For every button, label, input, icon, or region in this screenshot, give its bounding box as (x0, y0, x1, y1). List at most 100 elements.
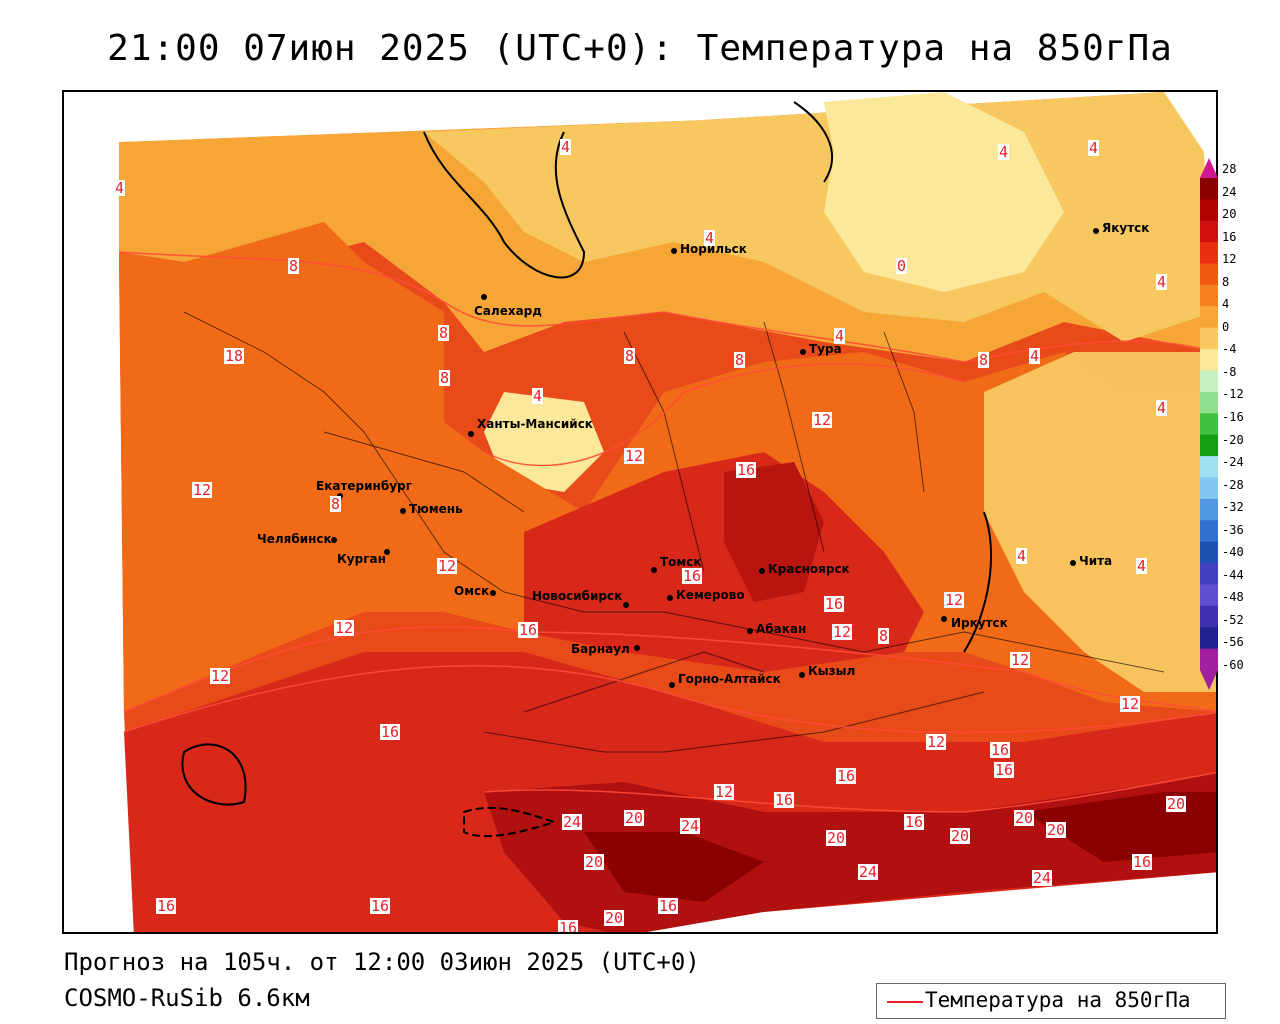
colorbar-swatch (1200, 391, 1218, 414)
isoline-label: 16 (370, 897, 391, 915)
city-dot-gorno-altaysk (669, 682, 675, 688)
colorbar-tick-label: -56 (1222, 635, 1244, 650)
isoline-label: 12 (334, 619, 355, 637)
isoline-label: 8 (288, 257, 300, 275)
colorbar-tick-label: 8 (1222, 274, 1230, 289)
city-label-chita: Чита (1079, 554, 1113, 568)
isoline-label: 20 (1166, 795, 1187, 813)
isoline-label: 4 (532, 387, 544, 405)
isoline-label: 24 (1032, 869, 1053, 887)
city-dot-kemerovo (667, 595, 673, 601)
colorbar-tick-label: 4 (1222, 297, 1230, 312)
isoline-label: 16 (156, 897, 177, 915)
colorbar-swatch (1200, 520, 1218, 543)
colorbar-tick-label: -16 (1222, 410, 1244, 424)
legend: Температура на 850гПа (876, 983, 1226, 1019)
colorbar-swatch (1200, 263, 1218, 286)
isoline-label: 4 (704, 229, 716, 247)
city-dot-chita (1070, 560, 1076, 566)
colorbar-tick-label: 28 (1222, 162, 1237, 176)
city-label-yakutsk: Якутск (1102, 221, 1150, 235)
isoline-label: 12 (192, 481, 213, 499)
isoline-label: 20 (584, 853, 605, 871)
isoline-label: 24 (562, 813, 583, 831)
isoline-label: 12 (944, 591, 965, 609)
city-label-irkutsk: Иркутск (951, 616, 1008, 630)
isoline-label: 16 (1132, 853, 1153, 871)
colorbar-tick-label: 24 (1222, 184, 1237, 199)
city-label-abakan: Абакан (756, 622, 807, 636)
isoline-label: 8 (330, 495, 342, 513)
isoline-label: 8 (734, 351, 746, 369)
colorbar (1200, 158, 1218, 690)
isoline-label: 16 (990, 741, 1011, 759)
isoline-label: 20 (826, 829, 847, 847)
city-label-chelyabinsk: Челябинск (257, 532, 332, 546)
isoline-label: 8 (439, 369, 451, 387)
colorbar-swatch (1200, 498, 1218, 521)
city-label-tura: Тура (809, 342, 842, 356)
colorbar-swatch (1200, 563, 1218, 585)
colorbar-swatch (1200, 456, 1218, 478)
isoline-label: 4 (1029, 347, 1041, 365)
isoline-label: 16 (824, 595, 845, 613)
colorbar-swatch (1200, 434, 1218, 457)
isoline-label: 12 (926, 733, 947, 751)
isoline-label: 4 (834, 327, 846, 345)
colorbar-swatch (1200, 306, 1218, 329)
isoline-label: 20 (1046, 821, 1067, 839)
isoline-label: 18 (224, 347, 245, 365)
city-dot-krasnoyarsk (759, 568, 765, 574)
colorbar-swatch (1200, 199, 1218, 222)
city-label-norilsk: Норильск (680, 242, 747, 256)
city-label-kemerovo: Кемерово (676, 588, 745, 602)
isoline-label: 12 (832, 623, 853, 641)
colorbar-tick-label: -40 (1222, 545, 1244, 560)
city-label-tomsk: Томск (660, 555, 702, 569)
city-label-khanty: Ханты-Мансийск (477, 417, 593, 431)
colorbar-swatch (1200, 541, 1218, 564)
colorbar-swatch (1200, 648, 1218, 671)
colorbar-swatch (1200, 220, 1218, 243)
colorbar-tick-label: 12 (1222, 252, 1237, 267)
isoline-label: 12 (437, 557, 458, 575)
city-label-ekaterinburg: Екатеринбург (316, 479, 412, 493)
temperature-map (64, 92, 1216, 932)
isoline-label: 0 (896, 257, 908, 275)
isoline-label: 12 (210, 667, 231, 685)
city-dot-omsk (490, 590, 496, 596)
isoline-label: 4 (998, 143, 1010, 161)
colorbar-swatch (1200, 349, 1218, 372)
isoline-label: 16 (836, 767, 857, 785)
city-dot-norilsk (671, 248, 677, 254)
isoline-label: 8 (624, 347, 636, 365)
colorbar-swatch (1200, 605, 1218, 628)
map-frame: Норильск Якутск Салехард Тура Ханты-Манс… (62, 90, 1218, 934)
city-dot-tyumen (400, 508, 406, 514)
legend-label: Температура на 850гПа (925, 988, 1191, 1012)
isoline-label: 16 (774, 791, 795, 809)
city-dot-yakutsk (1093, 228, 1099, 234)
isoline-label: 12 (1010, 651, 1031, 669)
city-dot-barnaul (634, 645, 640, 651)
colorbar-swatch (1200, 477, 1218, 500)
isoline-label: 20 (624, 809, 645, 827)
model-name: COSMO-RuSib 6.6км (64, 984, 310, 1012)
colorbar-tick-label: -12 (1222, 387, 1244, 402)
city-dot-tura (800, 349, 806, 355)
city-label-tyumen: Тюмень (409, 502, 463, 516)
colorbar-swatch (1200, 370, 1218, 393)
isoline-label: 16 (736, 461, 757, 479)
city-label-gorno-altaysk: Горно-Алтайск (678, 672, 781, 686)
isoline-label: 16 (518, 621, 539, 639)
city-dot-novosibirsk (623, 602, 629, 608)
forecast-info: Прогноз на 105ч. от 12:00 03июн 2025 (UT… (64, 948, 700, 976)
colorbar-tick-label: 16 (1222, 229, 1237, 244)
city-dot-kyzyl (799, 672, 805, 678)
colorbar-tick-label: -36 (1222, 522, 1244, 537)
city-dot-kurgan (384, 549, 390, 555)
isoline-label: 20 (1014, 809, 1035, 827)
colorbar-tick-label: -32 (1222, 500, 1244, 515)
city-label-kurgan: Курган (337, 552, 386, 566)
colorbar-tick-label: -60 (1222, 658, 1244, 672)
